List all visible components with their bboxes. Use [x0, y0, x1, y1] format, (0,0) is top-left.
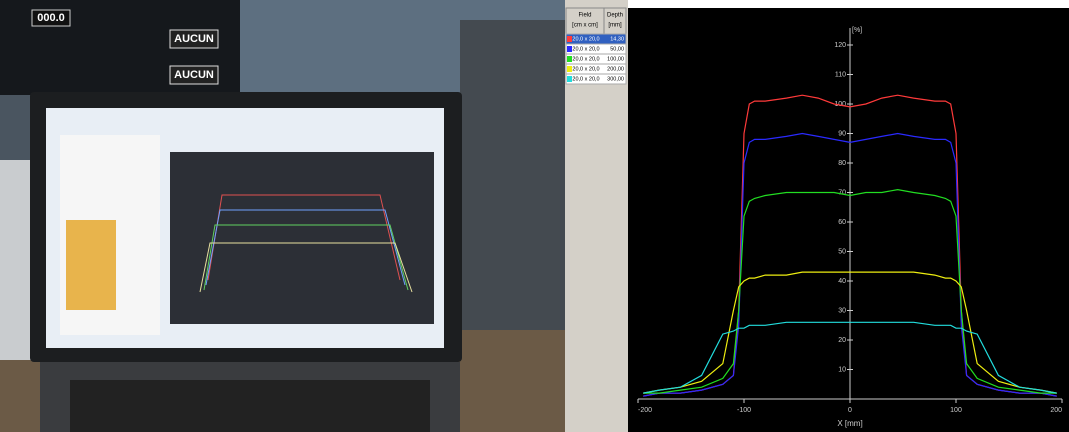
y-tick-label: 60	[838, 219, 846, 226]
display-text: AUCUN	[174, 69, 214, 81]
legend-row	[565, 73, 627, 85]
x-axis-title: X [mm]	[837, 419, 862, 428]
y-tick-label: 90	[838, 130, 846, 137]
display-text: AUCUN	[174, 33, 214, 45]
legend-swatch	[567, 76, 572, 82]
app-chart	[170, 152, 434, 324]
y-tick-label: 100	[834, 101, 846, 108]
legend-swatch	[567, 56, 572, 62]
legend-field: 20,0 x 20,0	[572, 36, 599, 42]
y-tick-label: 10	[838, 366, 846, 373]
legend-field: 20,0 x 20,0	[572, 66, 599, 72]
y-tick-label: 80	[838, 160, 846, 167]
series-line	[643, 271, 1057, 394]
y-unit: [%]	[852, 27, 862, 34]
y-tick-label: 20	[838, 337, 846, 344]
legend-header-text: Depth	[607, 13, 623, 19]
app-image	[66, 220, 116, 310]
x-tick-label: 100	[950, 407, 962, 414]
display	[169, 29, 219, 49]
laptop-keys	[70, 380, 430, 432]
legend-swatch	[567, 36, 572, 42]
legend-header-text: [mm]	[608, 23, 622, 29]
legend-header-text: Field	[578, 13, 591, 19]
legend-depth: 300,00	[607, 76, 624, 82]
series-line	[643, 188, 1057, 394]
legend-field: 20,0 x 20,0	[572, 46, 599, 52]
photo-curve	[203, 224, 409, 291]
x-tick-label: 200	[1050, 407, 1062, 414]
plot-bg	[628, 8, 1069, 432]
y-tick-label: 70	[838, 189, 846, 196]
legend-depth: 50,00	[610, 46, 624, 52]
photo-curve	[205, 209, 406, 286]
series-line	[643, 132, 1057, 397]
legend-swatch	[567, 46, 572, 52]
display-text: 000.0	[37, 12, 65, 24]
legend-depth: 200,00	[607, 66, 624, 72]
legend-header-text: [cm x cm]	[572, 23, 598, 29]
legend-depth: 100,00	[607, 56, 624, 62]
y-tick-label: 40	[838, 278, 846, 285]
y-tick-label: 110	[835, 71, 846, 78]
series-line	[643, 321, 1057, 394]
partition	[460, 20, 565, 360]
x-tick-label: 0	[848, 407, 852, 414]
legend-field: 20,0 x 20,0	[572, 76, 599, 82]
y-tick-label: 120	[834, 42, 846, 49]
photo-curve	[199, 242, 413, 293]
y-tick-label: 30	[838, 307, 846, 314]
x-tick-label: -100	[737, 407, 751, 414]
display	[169, 65, 219, 85]
display	[31, 9, 71, 27]
legend-depth: 14,30	[610, 36, 624, 42]
y-tick-label: 50	[838, 248, 846, 255]
legend-field: 20,0 x 20,0	[572, 56, 599, 62]
legend-swatch	[567, 66, 572, 72]
x-tick-label: -200	[638, 407, 652, 414]
